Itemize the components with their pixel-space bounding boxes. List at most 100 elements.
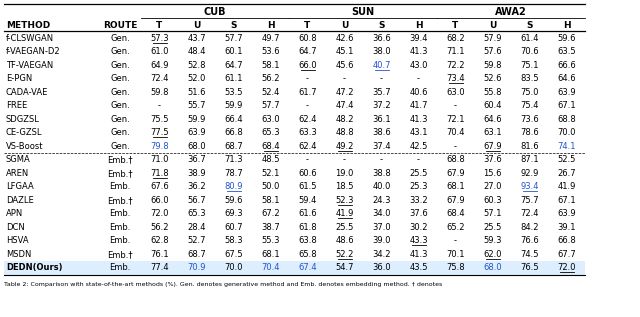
Text: CUB: CUB: [204, 7, 227, 17]
Text: FREE: FREE: [6, 101, 28, 110]
Text: 61.8: 61.8: [298, 223, 317, 232]
Text: 59.4: 59.4: [298, 196, 317, 205]
Text: E-PGN: E-PGN: [6, 74, 32, 83]
Text: 25.5: 25.5: [410, 169, 428, 178]
Text: 19.0: 19.0: [335, 169, 354, 178]
Text: H: H: [267, 21, 275, 30]
Text: 33.2: 33.2: [409, 196, 428, 205]
Text: 49.7: 49.7: [261, 34, 280, 43]
Text: -: -: [158, 101, 161, 110]
Text: 68.7: 68.7: [224, 142, 243, 151]
Text: 72.4: 72.4: [520, 210, 539, 218]
Text: 41.9: 41.9: [335, 210, 354, 218]
Text: f-CLSWGAN: f-CLSWGAN: [6, 34, 54, 43]
Text: Emb.: Emb.: [109, 263, 131, 272]
Text: 63.3: 63.3: [298, 128, 317, 138]
Text: 93.4: 93.4: [520, 182, 539, 191]
Text: 62.4: 62.4: [298, 115, 317, 124]
Text: 71.0: 71.0: [150, 155, 169, 165]
Text: H: H: [415, 21, 422, 30]
Text: 51.6: 51.6: [188, 88, 205, 97]
Text: -: -: [343, 155, 346, 165]
Text: 62.0: 62.0: [483, 250, 502, 259]
Text: -: -: [417, 155, 420, 165]
Text: 52.5: 52.5: [557, 155, 576, 165]
Text: 66.8: 66.8: [224, 128, 243, 138]
Text: 39.0: 39.0: [372, 236, 391, 245]
Text: 66.8: 66.8: [557, 236, 576, 245]
Text: 60.3: 60.3: [483, 196, 502, 205]
Bar: [4, 261, 585, 275]
Text: VS-Boost: VS-Boost: [6, 142, 44, 151]
Text: Emb.: Emb.: [109, 210, 131, 218]
Text: 75.7: 75.7: [520, 196, 539, 205]
Text: 68.0: 68.0: [483, 263, 502, 272]
Text: 52.4: 52.4: [261, 88, 280, 97]
Text: 40.6: 40.6: [409, 88, 428, 97]
Text: 37.2: 37.2: [372, 101, 391, 110]
Text: 52.1: 52.1: [261, 169, 280, 178]
Text: 67.5: 67.5: [224, 250, 243, 259]
Text: 59.9: 59.9: [224, 101, 243, 110]
Text: 67.1: 67.1: [557, 101, 576, 110]
Text: 68.8: 68.8: [557, 115, 576, 124]
Text: 43.3: 43.3: [409, 236, 428, 245]
Text: Gen.: Gen.: [110, 88, 130, 97]
Text: DAZLE: DAZLE: [6, 196, 34, 205]
Text: SDGZSL: SDGZSL: [6, 115, 40, 124]
Text: 56.2: 56.2: [261, 74, 280, 83]
Text: 41.3: 41.3: [409, 115, 428, 124]
Text: 45.6: 45.6: [335, 61, 354, 70]
Text: 38.0: 38.0: [372, 48, 391, 56]
Text: 57.9: 57.9: [483, 34, 502, 43]
Text: 59.8: 59.8: [483, 61, 502, 70]
Text: 68.4: 68.4: [261, 142, 280, 151]
Text: 57.1: 57.1: [483, 210, 502, 218]
Text: 39.4: 39.4: [409, 34, 428, 43]
Text: 67.1: 67.1: [557, 196, 576, 205]
Text: 38.8: 38.8: [372, 169, 391, 178]
Text: 61.0: 61.0: [150, 48, 169, 56]
Text: Gen.: Gen.: [110, 34, 130, 43]
Text: -: -: [454, 142, 457, 151]
Text: 67.9: 67.9: [446, 196, 465, 205]
Text: 73.6: 73.6: [520, 115, 539, 124]
Text: 30.2: 30.2: [409, 223, 428, 232]
Text: 75.5: 75.5: [150, 115, 169, 124]
Text: 55.3: 55.3: [261, 236, 280, 245]
Text: 65.2: 65.2: [446, 223, 465, 232]
Text: U: U: [489, 21, 496, 30]
Text: 68.8: 68.8: [446, 155, 465, 165]
Text: 80.9: 80.9: [224, 182, 243, 191]
Text: 38.6: 38.6: [372, 128, 391, 138]
Text: Emb.: Emb.: [109, 223, 131, 232]
Text: -: -: [454, 236, 457, 245]
Text: 58.3: 58.3: [224, 236, 243, 245]
Text: 61.4: 61.4: [520, 34, 539, 43]
Text: 57.6: 57.6: [483, 48, 502, 56]
Text: 38.9: 38.9: [187, 169, 206, 178]
Text: 56.7: 56.7: [187, 196, 206, 205]
Text: 57.7: 57.7: [224, 34, 243, 43]
Text: 62.4: 62.4: [298, 142, 317, 151]
Text: U: U: [193, 21, 200, 30]
Text: 65.8: 65.8: [298, 250, 317, 259]
Text: 61.6: 61.6: [298, 210, 317, 218]
Text: 79.8: 79.8: [150, 142, 169, 151]
Text: 75.4: 75.4: [520, 101, 539, 110]
Text: 61.1: 61.1: [224, 74, 243, 83]
Text: 50.0: 50.0: [261, 182, 280, 191]
Text: 66.4: 66.4: [224, 115, 243, 124]
Text: S: S: [526, 21, 532, 30]
Text: 48.2: 48.2: [335, 115, 354, 124]
Text: 60.1: 60.1: [224, 48, 243, 56]
Text: 64.7: 64.7: [298, 48, 317, 56]
Text: -: -: [380, 74, 383, 83]
Text: 42.6: 42.6: [335, 34, 354, 43]
Text: 36.6: 36.6: [372, 34, 391, 43]
Text: 66.0: 66.0: [298, 61, 317, 70]
Text: Gen.: Gen.: [110, 128, 130, 138]
Text: -: -: [417, 74, 420, 83]
Text: 76.6: 76.6: [520, 236, 539, 245]
Text: 69.3: 69.3: [224, 210, 243, 218]
